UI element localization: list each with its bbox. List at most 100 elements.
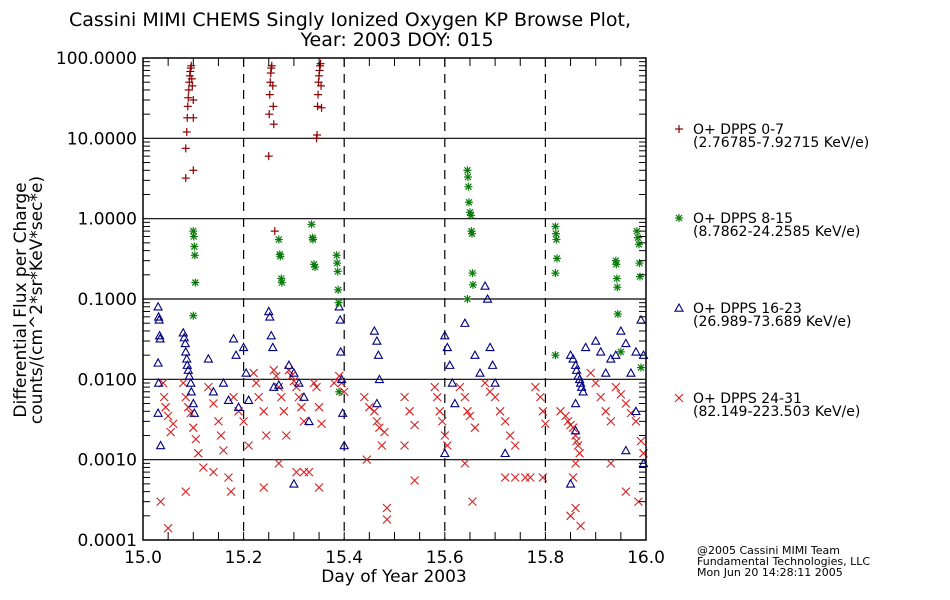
data-point-cross [410,476,420,485]
data-point-triangle [153,377,164,387]
data-point-cross [465,411,475,421]
data-point-cross [372,416,382,426]
data-point-plus [313,102,322,111]
data-point-cross [380,427,389,437]
data-point-plus [313,131,322,140]
data-point-asterisk [552,235,561,244]
data-point-cross [460,392,470,402]
data-point-triangle [283,360,294,369]
data-point-triangle [565,478,576,488]
data-point-triangle [575,377,586,387]
data-point-asterisk [613,310,622,319]
data-point-cross [254,392,264,402]
data-point-cross [334,371,344,381]
data-point-cross [166,427,176,437]
data-point-plus [182,127,191,136]
legend-marker-cross [674,393,684,403]
data-point-triangle [570,398,581,408]
data-point-cross [329,378,339,388]
data-point-cross [216,431,226,440]
data-point-cross [271,371,281,381]
legend-marker-asterisk [675,214,683,222]
chart-title: Cassini MIMI CHEMS Singly Ionized Oxygen… [69,9,631,31]
x-tick-label: 15.4 [325,548,363,568]
data-point-cross [274,458,284,468]
data-point-cross [163,523,173,533]
data-point-triangle [155,440,166,450]
data-point-cross [292,382,301,392]
data-point-cross [219,446,228,455]
data-point-cross [535,392,545,402]
data-point-cross [510,441,520,450]
data-point-cross [249,368,259,378]
data-point-triangle [578,386,589,396]
data-point-cross [156,497,165,507]
data-point-triangle [568,353,578,363]
legend-item-dpps-0-7: O+ DPPS 0-7 (2.76785-7.92715 KeV/e) [675,122,869,151]
data-point-asterisk [466,211,475,220]
data-point-asterisk [613,283,622,292]
legend-range: (26.989-73.689 KeV/e) [693,314,851,330]
data-point-cross [369,406,379,416]
data-point-cross [159,392,169,402]
data-point-triangle [184,370,195,380]
data-point-plus [184,93,193,102]
data-point-asterisk [334,285,343,294]
data-point-cross [500,473,510,482]
data-point-triangle [590,335,601,345]
data-point-triangle [203,353,214,363]
data-point-cross [601,406,611,416]
data-point-asterisk [310,260,319,269]
series-cross [156,365,648,533]
y-tick-label: 0.1000 [78,290,137,310]
data-point-plus [269,102,278,111]
grid-layer [143,58,646,540]
data-point-cross [317,419,326,429]
data-point-triangle [336,374,347,384]
data-point-cross [468,497,477,507]
data-point-triangle [485,342,496,352]
data-point-cross [586,368,596,378]
data-point-asterisk [468,280,477,289]
data-point-triangle [299,392,309,401]
data-point-asterisk [468,269,477,278]
legend-label: O+ DPPS 0-7 [693,122,784,138]
data-point-triangle [500,448,511,458]
data-point-cross [181,392,191,402]
data-point-triangle [273,379,284,389]
data-point-plus [317,103,326,112]
data-point-cross [400,392,409,402]
y-tick-label: 0.0010 [78,451,137,471]
data-point-triangle [674,302,684,312]
chart-subtitle: Year: 2003 DOY: 015 [299,29,493,51]
data-point-cross [606,416,616,426]
data-point-cross [437,416,447,426]
data-point-cross [364,402,374,412]
data-point-triangle [231,350,241,359]
data-point-cross [269,365,279,375]
data-point-triangle [208,386,219,396]
data-point-cross [193,448,203,458]
y-tick-label: 0.0100 [78,370,137,390]
data-point-cross [576,521,585,531]
data-point-cross [611,382,621,392]
data-point-asterisk [276,252,285,261]
legend-label: O+ DPPS 8-15 [693,211,793,227]
data-point-triangle [264,311,275,321]
data-point-cross [591,378,601,388]
data-point-triangle [335,314,346,324]
legend-range: (82.149-223.503 KeV/e) [693,404,860,420]
data-point-cross [566,511,575,521]
data-point-cross [204,382,213,392]
data-point-asterisk [190,242,199,251]
data-point-cross [377,441,387,450]
data-point-cross [634,497,643,507]
data-point-cross [191,434,201,444]
data-point-cross [440,431,450,440]
data-point-triangle [188,398,199,408]
data-point-cross [261,431,271,440]
data-point-cross [314,402,324,412]
data-point-triangle [180,338,191,348]
data-point-triangle [371,335,382,345]
data-point-cross [281,431,291,440]
